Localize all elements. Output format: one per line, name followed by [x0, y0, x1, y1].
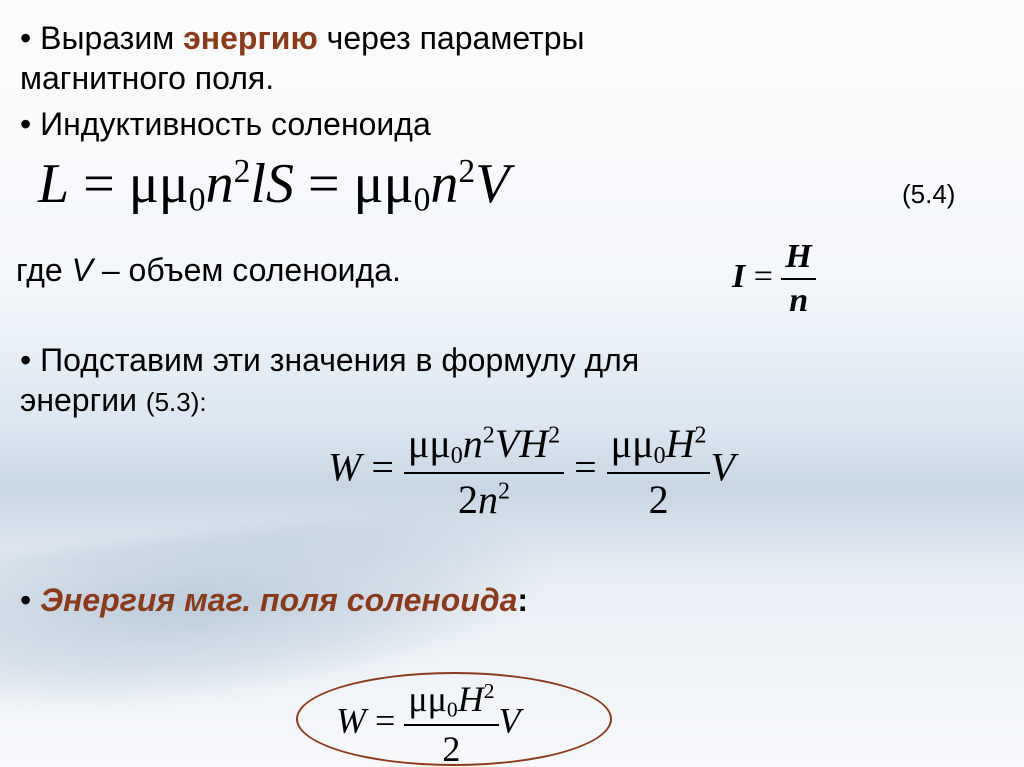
- f3-n2-0: 0: [654, 443, 666, 469]
- line1-c: через параметры: [318, 20, 585, 56]
- f3-W: W: [328, 445, 361, 490]
- f1-L: L: [38, 153, 69, 215]
- f4-n-H: H: [458, 679, 484, 719]
- f1-eq2: =: [294, 153, 354, 215]
- f3-V: V: [710, 445, 734, 490]
- f4-V: V: [499, 700, 521, 740]
- f3-n2-H: H: [666, 421, 695, 466]
- formula-I-H-n: I = Hn: [732, 238, 816, 320]
- f1-lS: lS: [250, 153, 294, 215]
- f4-frac: μμ0H2 2: [404, 678, 498, 767]
- f3-n2-mu: μμ: [611, 421, 654, 466]
- f2-I: I: [732, 258, 745, 295]
- eq-label-5-4: (5.4): [902, 178, 955, 211]
- line-1: • Выразим энергию через параметры: [20, 18, 585, 58]
- f3-eq2: =: [564, 445, 607, 490]
- line5-c: – объем соленоида.: [93, 252, 401, 288]
- f1-sub0a: 0: [189, 181, 206, 218]
- line9-bullet: •: [20, 582, 40, 618]
- f4-W: W: [336, 700, 366, 740]
- f3-den2: 2: [607, 474, 711, 523]
- line7b-text: энергии: [20, 382, 146, 418]
- f1-mu1: μμ: [129, 153, 189, 215]
- formula-W-result: W = μμ0H2 2 V: [336, 678, 521, 767]
- f3-n2-2: 2: [694, 423, 706, 449]
- page: • Выразим энергию через параметры магнит…: [0, 0, 1024, 767]
- f3-frac1: μμ0n2VH2 2n2: [404, 420, 564, 523]
- f3-num2: μμ0H2: [607, 420, 711, 474]
- f3-n1-VH: VH: [495, 421, 548, 466]
- line-7a: • Подставим эти значения в формулу для: [20, 340, 639, 380]
- f2-num: H: [781, 238, 815, 280]
- f1-n2: n: [430, 153, 458, 215]
- f3-eq1: =: [361, 445, 404, 490]
- f4-n-0: 0: [447, 697, 458, 721]
- line-9: • Энергия маг. поля соленоида:: [20, 580, 528, 620]
- f1-eq1: =: [69, 153, 129, 215]
- f4-num: μμ0H2: [404, 678, 498, 726]
- line5-a: где: [16, 252, 72, 288]
- line5-V: V: [72, 252, 93, 288]
- line9-colon: :: [517, 582, 528, 618]
- line-7b: энергии (5.3):: [20, 380, 207, 420]
- line1-highlight: энергию: [183, 20, 318, 56]
- f1-n1: n: [206, 153, 234, 215]
- formula-W-full: W = μμ0n2VH2 2n2 = μμ0H2 2 V: [328, 420, 735, 523]
- formula-inductance: L = μμ0n2lS = μμ0n2V: [38, 152, 509, 219]
- f3-frac2: μμ0H2 2: [607, 420, 711, 523]
- f3-d1-sup: 2: [498, 479, 510, 505]
- f4-n-mu: μμ: [408, 679, 447, 719]
- f3-n1-0: 0: [451, 443, 463, 469]
- f3-num1: μμ0n2VH2: [404, 420, 564, 474]
- f1-V: V: [475, 153, 509, 215]
- f2-eq: =: [745, 258, 781, 295]
- line9-highlight: Энергия маг. поля соленоида: [40, 582, 517, 618]
- f4-n-2: 2: [484, 679, 495, 703]
- line-5: где V – объем соленоида.: [16, 250, 401, 290]
- line-3: • Индуктивность соленоида: [20, 104, 431, 144]
- line1-a: • Выразим: [20, 20, 183, 56]
- f1-mu2: μμ: [354, 153, 414, 215]
- f3-n1-2a: 2: [483, 423, 495, 449]
- f2-den: n: [781, 280, 815, 320]
- f1-sub0b: 0: [414, 181, 431, 218]
- ref-5-3: (5.3):: [146, 387, 207, 417]
- f3-n1-2b: 2: [548, 423, 560, 449]
- f3-n1-mu: μμ: [408, 421, 451, 466]
- f4-eq: =: [366, 700, 404, 740]
- f2-frac: Hn: [781, 238, 815, 320]
- line-2: магнитного поля.: [20, 58, 274, 98]
- f1-sup2b: 2: [458, 153, 475, 190]
- f3-d1-n: n: [478, 477, 498, 522]
- f1-sup2a: 2: [234, 153, 251, 190]
- f4-den: 2: [404, 726, 498, 767]
- f3-d1-2: 2: [458, 477, 478, 522]
- f3-n1-n: n: [463, 421, 483, 466]
- f3-den1: 2n2: [404, 474, 564, 523]
